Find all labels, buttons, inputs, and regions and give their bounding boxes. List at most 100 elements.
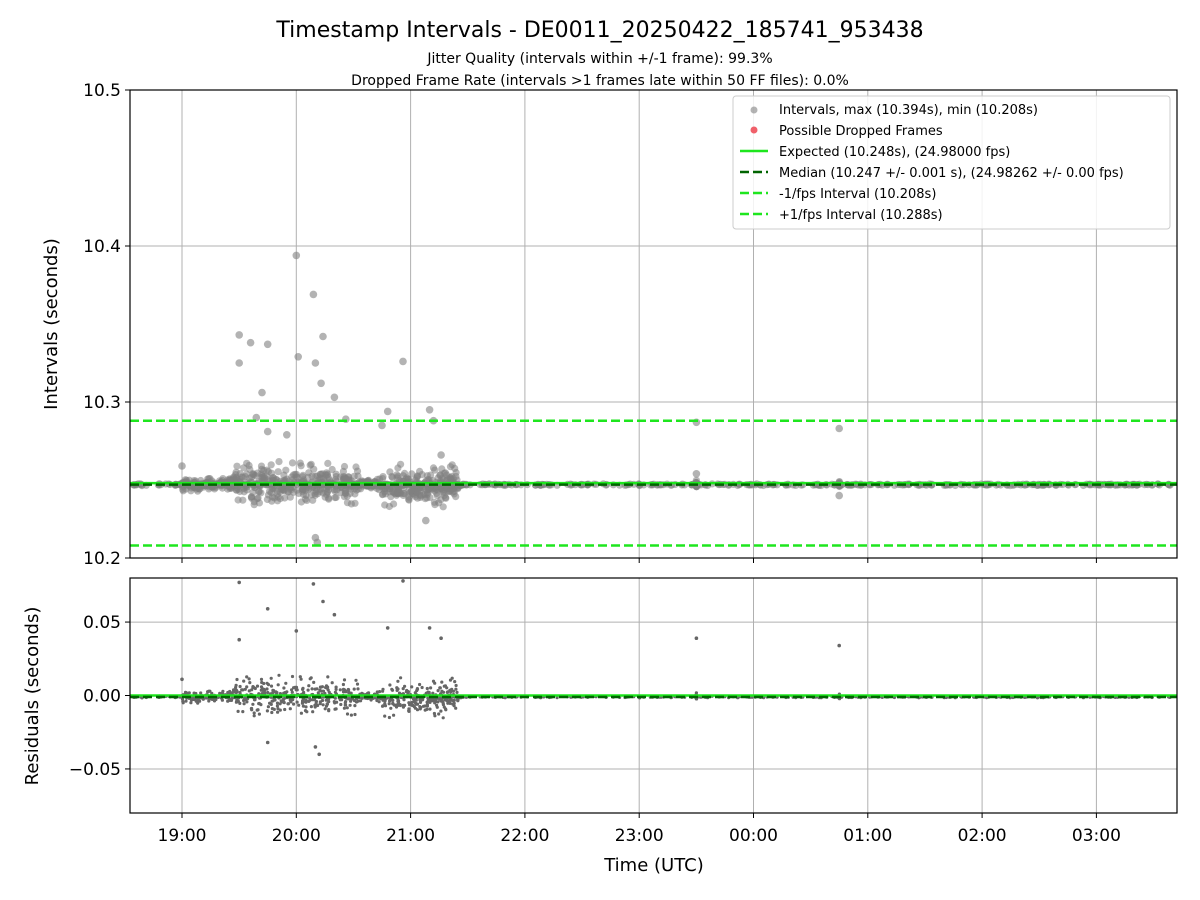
chart-title: Timestamp Intervals - DE0011_20250422_18… xyxy=(275,18,923,43)
residual-point xyxy=(242,679,246,683)
residual-point xyxy=(441,700,445,704)
residual-point xyxy=(352,687,356,691)
residual-point xyxy=(259,685,264,689)
residual-point xyxy=(275,704,279,708)
residual-point xyxy=(383,699,387,703)
residual-point xyxy=(316,703,320,708)
x-tick-label: 00:00 xyxy=(729,826,778,846)
residual-point xyxy=(353,712,357,717)
interval-outlier-point xyxy=(330,393,339,402)
residual-point xyxy=(245,700,249,704)
residual-outlier-point xyxy=(237,637,241,642)
residual-point xyxy=(401,687,405,691)
residual-outlier-point xyxy=(837,643,841,648)
residual-point xyxy=(295,688,299,692)
residuals-y-tick-label: 0.05 xyxy=(83,613,121,633)
residual-point xyxy=(334,685,338,689)
interval-point xyxy=(293,486,301,494)
residual-point xyxy=(352,699,357,703)
interval-outlier-point xyxy=(258,388,266,397)
residual-point xyxy=(299,711,303,715)
residual-point xyxy=(345,712,350,716)
interval-outlier-point xyxy=(311,359,320,367)
residual-point xyxy=(378,690,382,694)
residual-point xyxy=(407,707,411,711)
residual-point xyxy=(228,689,232,694)
interval-point xyxy=(350,472,358,480)
residual-point xyxy=(383,714,387,718)
residual-point xyxy=(354,678,358,682)
residual-point xyxy=(245,675,249,679)
residual-point xyxy=(252,714,256,718)
residual-point xyxy=(334,687,338,692)
residual-point xyxy=(268,701,272,705)
interval-point xyxy=(427,471,435,479)
residual-point xyxy=(433,701,437,705)
residual-point xyxy=(241,688,245,692)
interval-outlier-point xyxy=(425,406,434,414)
residual-point xyxy=(343,703,347,707)
residual-outlier-point xyxy=(694,636,699,640)
residual-point xyxy=(383,701,387,706)
x-tick-label: 23:00 xyxy=(615,826,664,846)
legend-label-median: Median (10.247 +/- 0.001 s), (24.98262 +… xyxy=(779,166,1124,181)
residual-point xyxy=(265,687,269,691)
x-tick-label: 22:00 xyxy=(500,826,549,846)
residuals-reference-lines xyxy=(130,694,1177,699)
interval-point xyxy=(322,469,331,477)
interval-point xyxy=(280,487,288,495)
residual-outlier-point xyxy=(332,612,337,617)
residual-point xyxy=(418,705,422,709)
residual-point xyxy=(181,701,185,705)
legend-marker-intervals xyxy=(750,106,758,114)
interval-point xyxy=(266,487,274,495)
residual-point xyxy=(406,690,410,694)
residual-point xyxy=(332,700,336,704)
residual-point xyxy=(301,686,305,690)
residual-point xyxy=(276,710,280,714)
interval-point xyxy=(248,493,256,501)
residual-point xyxy=(445,686,449,690)
intervals-y-tick-label: 10.2 xyxy=(83,549,121,569)
residual-point xyxy=(439,709,443,713)
residual-point xyxy=(313,703,317,708)
residual-point xyxy=(381,704,385,708)
interval-outlier-point xyxy=(835,424,843,433)
residual-point xyxy=(259,677,264,682)
residual-point xyxy=(410,685,414,689)
residual-point xyxy=(199,691,203,695)
residual-point xyxy=(238,684,242,689)
residual-point xyxy=(252,711,256,715)
residual-point xyxy=(448,678,453,682)
residual-point xyxy=(308,677,312,681)
residual-point xyxy=(356,699,360,703)
interval-point xyxy=(275,458,283,466)
residual-point xyxy=(324,698,328,702)
interval-outlier-point xyxy=(294,353,303,361)
interval-outlier-point xyxy=(437,451,445,459)
residual-outlier-point xyxy=(385,626,390,630)
residual-point xyxy=(301,699,305,703)
residual-point xyxy=(334,707,338,711)
residual-point xyxy=(413,706,417,710)
residual-point xyxy=(438,686,442,690)
residual-point xyxy=(388,683,392,687)
residual-point xyxy=(310,687,314,691)
residual-point xyxy=(445,699,449,703)
residual-outlier-point xyxy=(237,580,241,585)
residual-point xyxy=(324,704,329,708)
residual-point xyxy=(448,701,452,706)
residual-point xyxy=(292,702,296,706)
interval-point xyxy=(233,462,241,470)
residual-point xyxy=(290,688,294,692)
residual-point xyxy=(305,710,309,714)
residual-point xyxy=(265,709,269,713)
residuals-y-ticks: −0.05 0.00 0.05 xyxy=(69,613,130,780)
interval-point xyxy=(429,464,438,472)
interval-point xyxy=(291,470,299,478)
x-tick-label: 01:00 xyxy=(843,826,892,846)
residual-point xyxy=(418,698,422,702)
interval-point xyxy=(451,464,459,472)
interval-point xyxy=(267,461,275,469)
